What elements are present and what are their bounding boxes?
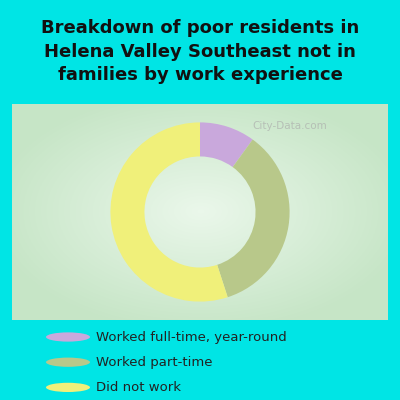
- Text: Worked full-time, year-round: Worked full-time, year-round: [96, 330, 287, 344]
- Wedge shape: [200, 122, 253, 167]
- Text: City-Data.com: City-Data.com: [253, 121, 328, 130]
- Text: Breakdown of poor residents in
Helena Valley Southeast not in
families by work e: Breakdown of poor residents in Helena Va…: [41, 19, 359, 84]
- Wedge shape: [110, 122, 228, 302]
- Wedge shape: [217, 140, 290, 297]
- Text: Did not work: Did not work: [96, 381, 181, 394]
- Circle shape: [46, 332, 90, 342]
- Circle shape: [46, 383, 90, 392]
- Circle shape: [46, 358, 90, 367]
- Text: Worked part-time: Worked part-time: [96, 356, 212, 369]
